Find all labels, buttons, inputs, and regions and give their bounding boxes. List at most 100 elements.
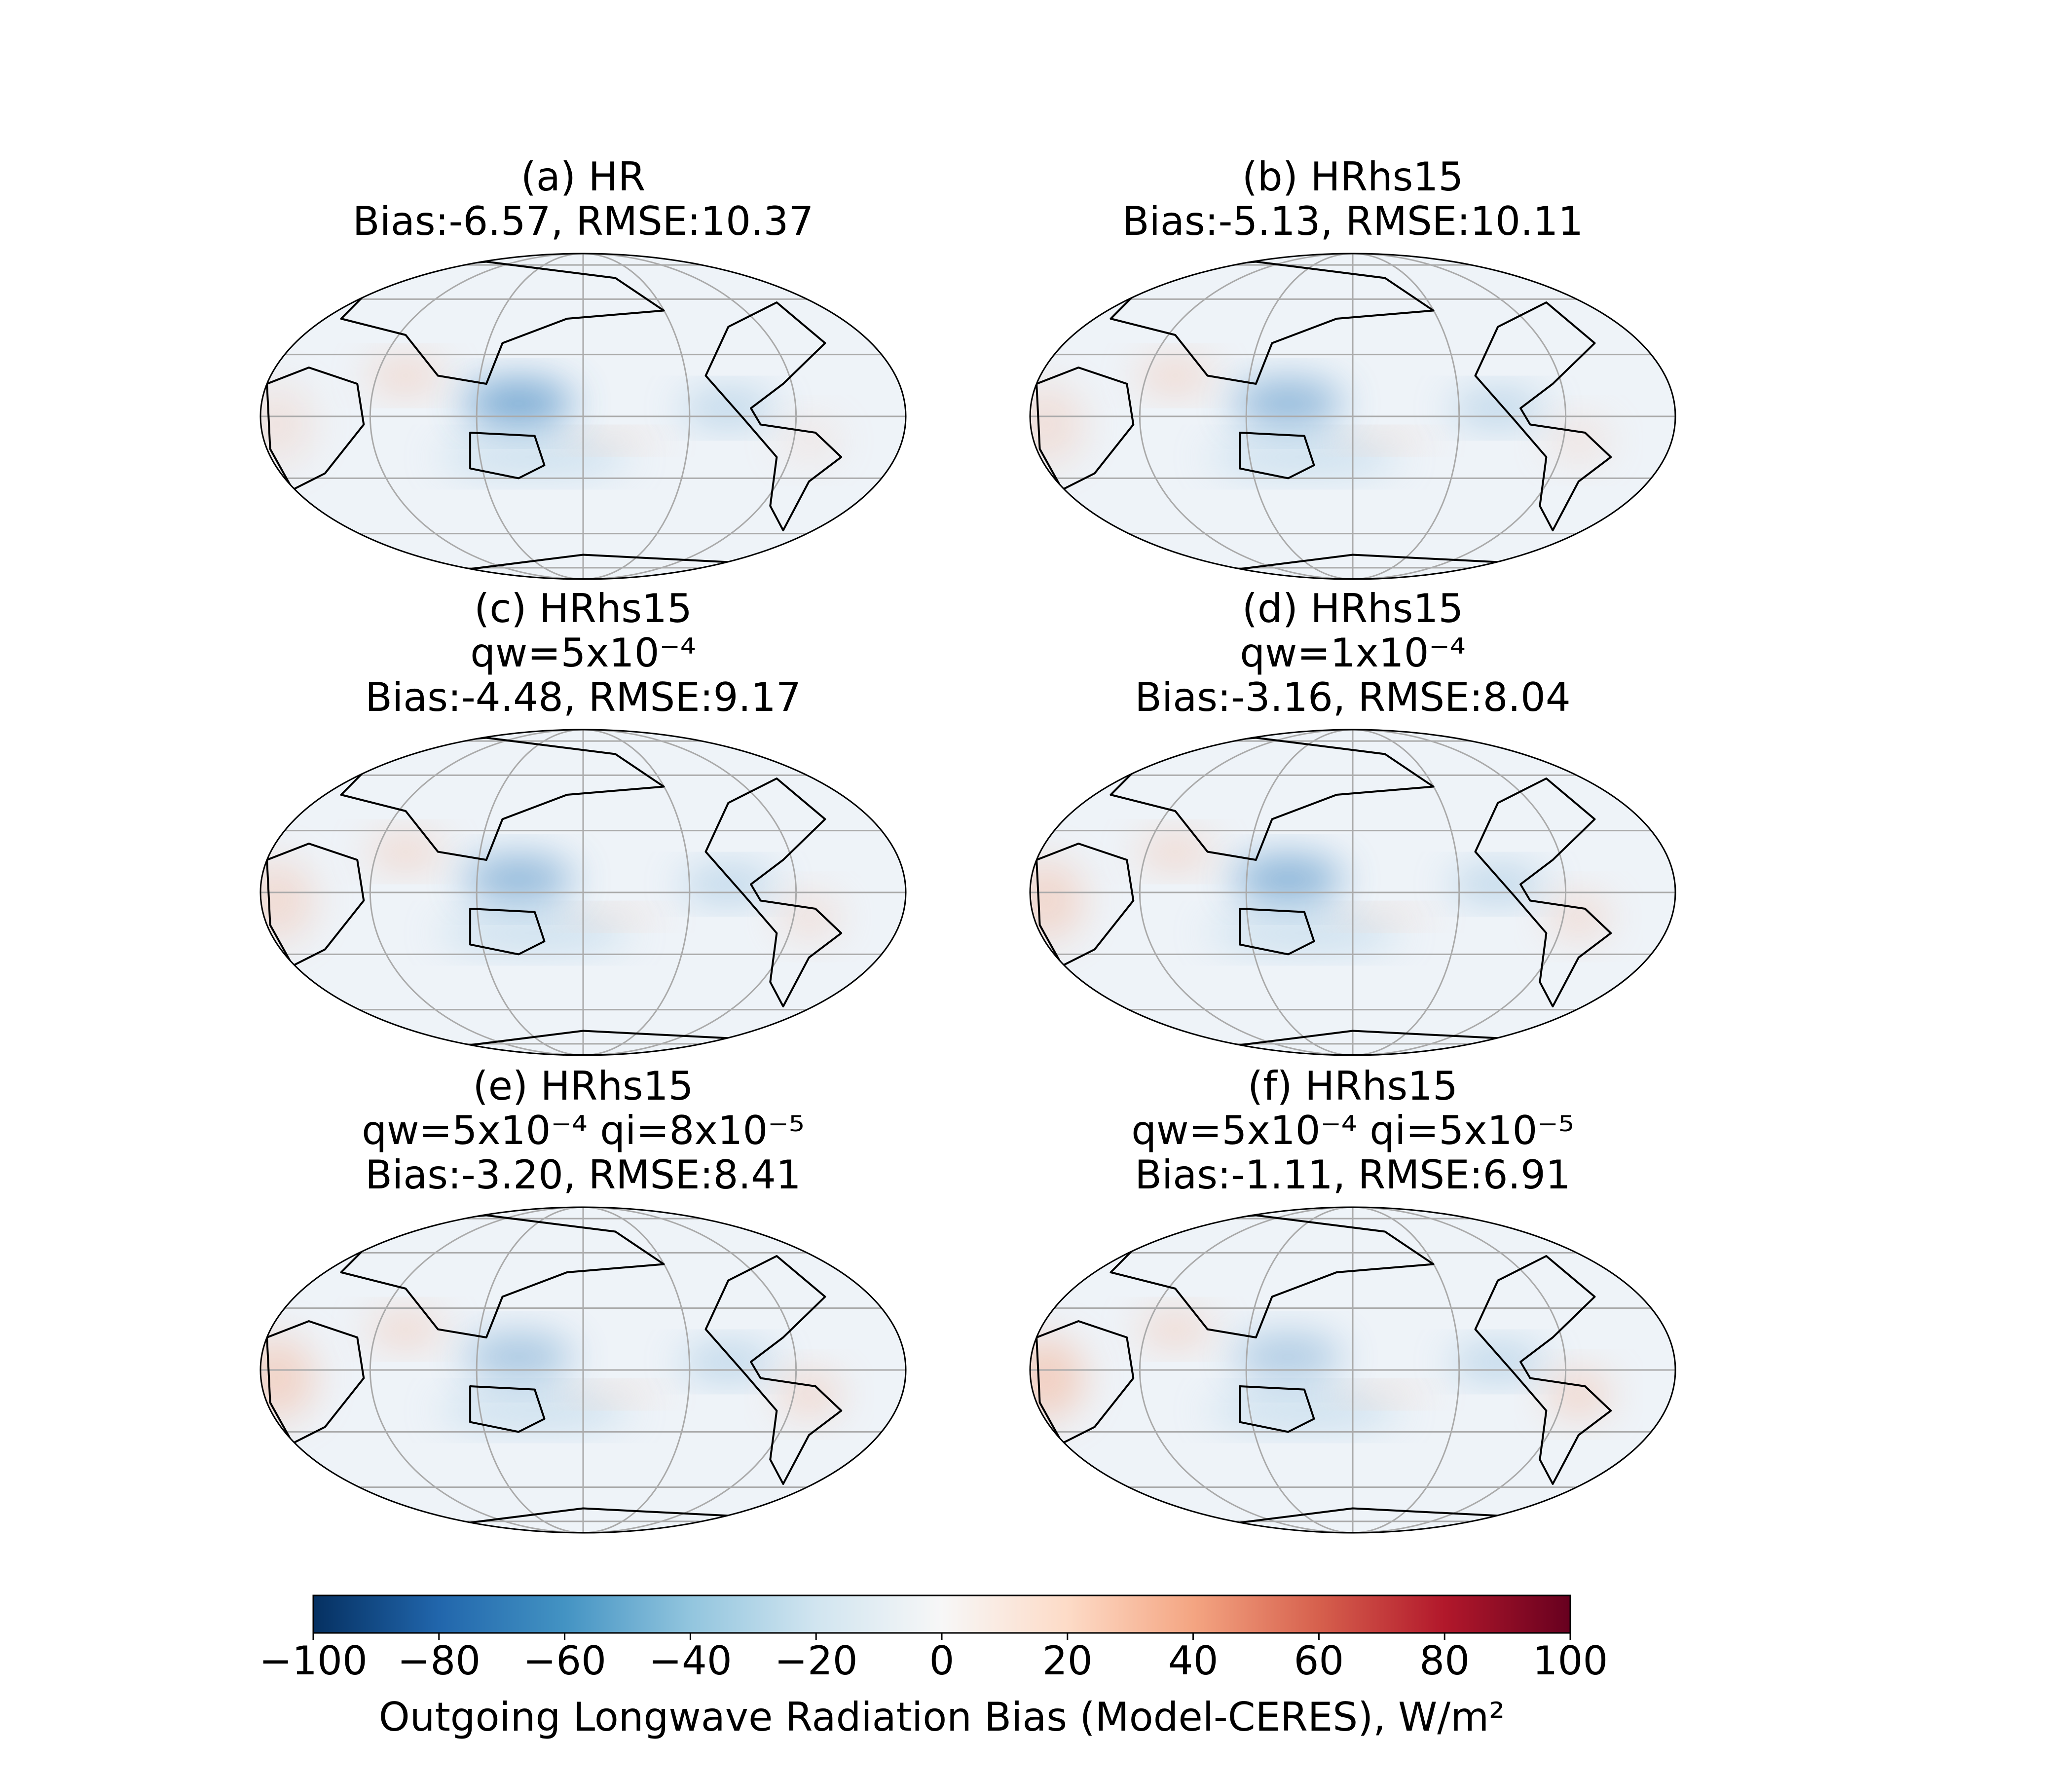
- bias-patch: [1233, 380, 1343, 426]
- map-border: [259, 253, 907, 580]
- coastline: [340, 1214, 665, 1338]
- colorbar-tick-label: 60: [1294, 1638, 1344, 1684]
- panel-title: Bias:-4.48, RMSE:9.17: [365, 674, 801, 720]
- bias-patch: [1336, 1386, 1434, 1403]
- colorbar: [312, 1594, 1571, 1634]
- bias-patch: [777, 1371, 842, 1417]
- map-panel: [1029, 1206, 1676, 1534]
- map-panel: [1029, 253, 1676, 580]
- graticule: [1139, 1207, 1567, 1533]
- graticule: [1245, 730, 1460, 1055]
- bias-patch: [567, 909, 664, 925]
- graticule: [1139, 254, 1567, 579]
- bias-patch: [680, 868, 777, 901]
- bias-patch: [1136, 835, 1214, 868]
- map-field: [260, 730, 906, 1055]
- bias-patch: [464, 380, 574, 426]
- panel-title: (a) HR: [521, 154, 646, 200]
- bias-patch: [367, 359, 444, 392]
- bias-patch: [1136, 1313, 1214, 1346]
- panel-title: Bias:-1.11, RMSE:6.91: [1135, 1152, 1571, 1198]
- coastline: [1474, 777, 1612, 1007]
- graticule: [1245, 1207, 1460, 1533]
- map-panel: [259, 729, 907, 1056]
- bias-patch: [1546, 418, 1611, 464]
- colorbar-tick-label: 80: [1419, 1638, 1470, 1684]
- panel-title: (d) HRhs15: [1242, 586, 1464, 631]
- bias-patch: [1030, 860, 1085, 941]
- coastline: [1239, 908, 1315, 956]
- graticule: [369, 730, 797, 1055]
- coastline: [1036, 843, 1135, 967]
- bias-patch: [1336, 433, 1434, 449]
- bias-patch: [1336, 909, 1434, 925]
- colorbar-tick-label: 20: [1042, 1638, 1093, 1684]
- map-border: [1029, 1206, 1676, 1534]
- panel-title: qw=5x10⁻⁴: [470, 630, 696, 676]
- bias-patch: [567, 433, 664, 449]
- panel-title: Bias:-6.57, RMSE:10.37: [353, 198, 814, 244]
- panel-title: qw=1x10⁻⁴: [1240, 630, 1466, 676]
- map-panel: [259, 1206, 907, 1534]
- bias-patch: [367, 835, 444, 868]
- bias-patch: [260, 860, 316, 941]
- graticule: [476, 1207, 691, 1533]
- panel-title: (f) HRhs15: [1248, 1063, 1458, 1109]
- graticule: [1139, 730, 1567, 1055]
- map-field: [260, 254, 906, 579]
- map-panel: [1029, 729, 1676, 1056]
- bias-patch: [680, 1345, 777, 1378]
- coastline: [1110, 737, 1435, 861]
- panel-title: qw=5x10⁻⁴ qi=5x10⁻⁵: [1131, 1108, 1574, 1153]
- map-field: [1030, 254, 1675, 579]
- bias-patch: [1546, 894, 1611, 940]
- panel-title: (b) HRhs15: [1242, 154, 1464, 200]
- bias-patch: [464, 856, 574, 902]
- bias-patch: [1030, 384, 1085, 465]
- map-border: [259, 729, 907, 1056]
- colorbar-tick-label: 0: [929, 1638, 955, 1684]
- panel-title: Bias:-5.13, RMSE:10.11: [1122, 198, 1584, 244]
- bias-patch: [777, 894, 842, 940]
- colorbar-tick-label: 40: [1168, 1638, 1219, 1684]
- map-panel: [259, 253, 907, 580]
- coastline: [266, 367, 365, 491]
- bias-patch: [1136, 359, 1214, 392]
- colorbar-tick-label: −100: [259, 1638, 368, 1684]
- coastline: [1036, 1320, 1135, 1444]
- bias-patch: [1449, 868, 1547, 901]
- map-border: [1029, 253, 1676, 580]
- panel-title: (e) HRhs15: [473, 1063, 694, 1109]
- coastline: [1474, 1255, 1612, 1485]
- colorbar-tick-label: −80: [397, 1638, 481, 1684]
- coastline: [1036, 367, 1135, 491]
- coastline: [704, 301, 843, 531]
- map-field: [1030, 730, 1675, 1055]
- bias-patch: [260, 1337, 316, 1419]
- bias-patch: [1449, 392, 1547, 425]
- colorbar-tick-label: 100: [1533, 1638, 1608, 1684]
- coastline: [1239, 1385, 1315, 1433]
- bias-patch: [777, 418, 842, 464]
- coastline: [469, 1385, 546, 1433]
- bias-patch: [464, 1334, 574, 1380]
- bias-patch: [1449, 1345, 1547, 1378]
- coastline: [266, 1320, 365, 1444]
- bias-patch: [1233, 1334, 1343, 1380]
- coastline: [340, 737, 665, 861]
- bias-patch: [1233, 856, 1343, 902]
- map-border: [259, 1206, 907, 1534]
- colorbar-tick-label: −60: [523, 1638, 606, 1684]
- coastline: [340, 260, 665, 385]
- coastline: [704, 777, 843, 1007]
- coastline: [1239, 432, 1315, 480]
- bias-patch: [567, 1386, 664, 1403]
- graticule: [369, 1207, 797, 1533]
- graticule: [1245, 254, 1460, 579]
- coastline: [469, 908, 546, 956]
- colorbar-tick-label: −40: [649, 1638, 732, 1684]
- bias-patch: [1546, 1371, 1611, 1417]
- map-border: [1029, 729, 1676, 1056]
- bias-patch: [367, 1313, 444, 1346]
